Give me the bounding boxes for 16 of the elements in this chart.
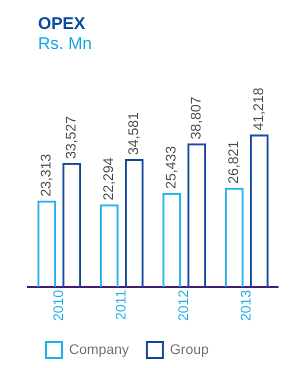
data-label: 26,821 xyxy=(225,140,242,184)
data-label: 41,218 xyxy=(250,87,266,130)
data-label: 33,527 xyxy=(62,116,79,159)
chart-subtitle: Rs. Mn xyxy=(38,34,92,54)
data-label: 25,433 xyxy=(162,146,179,189)
data-label: 34,581 xyxy=(125,112,142,156)
x-tick-label: 2013 xyxy=(238,290,254,322)
chart-title: OPEX xyxy=(38,14,86,34)
data-label: 22,294 xyxy=(100,157,116,200)
x-tick-label: 2012 xyxy=(175,290,192,322)
data-label: 23,313 xyxy=(38,154,54,197)
x-tick-label: 2010 xyxy=(50,290,66,322)
data-label: 38,807 xyxy=(188,96,204,140)
legend-label: Company xyxy=(69,340,129,357)
legend-label: Group xyxy=(170,340,210,357)
x-tick-label: 2011 xyxy=(112,290,129,320)
